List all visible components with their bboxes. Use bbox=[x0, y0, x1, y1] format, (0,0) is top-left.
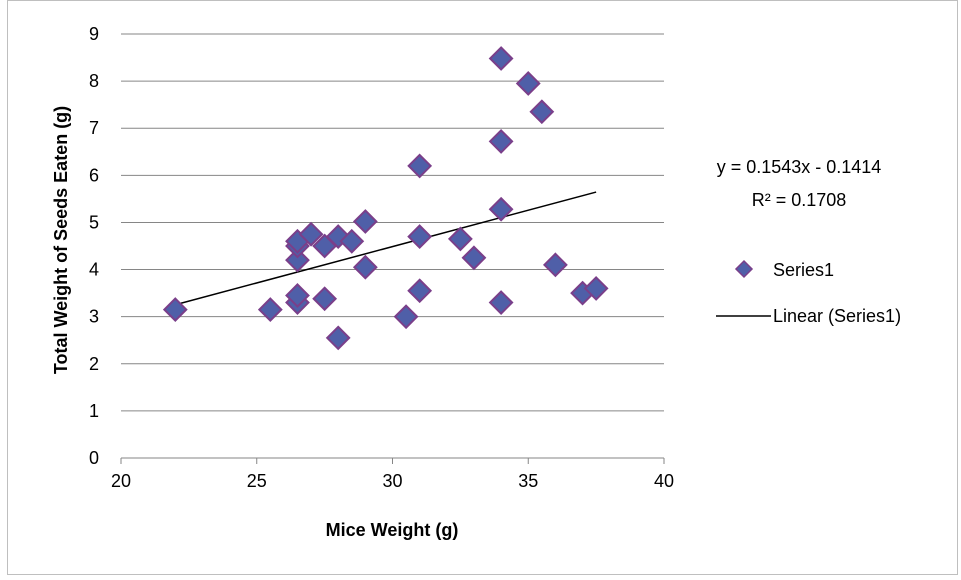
data-point bbox=[529, 99, 555, 125]
x-tick-label: 30 bbox=[382, 471, 402, 491]
data-point bbox=[285, 283, 310, 308]
y-tick-label: 2 bbox=[89, 354, 99, 374]
y-axis-title: Total Weight of Seeds Eaten (g) bbox=[51, 106, 71, 374]
trendline-r-squared: R² = 0.1708 bbox=[752, 190, 847, 210]
legend-label-trendline: Linear (Series1) bbox=[773, 306, 901, 326]
data-point bbox=[488, 196, 514, 222]
data-point bbox=[488, 46, 514, 71]
data-point bbox=[339, 228, 365, 254]
y-tick-label: 0 bbox=[89, 448, 99, 468]
x-axis-ticks: 20 25 30 35 40 bbox=[111, 458, 674, 491]
data-points bbox=[162, 46, 609, 351]
y-tick-label: 4 bbox=[89, 260, 99, 280]
data-point bbox=[583, 275, 609, 301]
data-point bbox=[352, 254, 378, 280]
y-tick-label: 7 bbox=[89, 118, 99, 138]
legend-label-series1: Series1 bbox=[773, 260, 834, 280]
y-tick-label: 5 bbox=[89, 212, 99, 232]
y-tick-label: 8 bbox=[89, 71, 99, 91]
legend: Series1 Linear (Series1) bbox=[716, 259, 901, 326]
chart-area bbox=[7, 0, 958, 575]
y-tick-label: 6 bbox=[89, 165, 99, 185]
data-point bbox=[542, 252, 568, 278]
x-tick-label: 40 bbox=[654, 471, 674, 491]
data-point bbox=[312, 286, 338, 312]
x-tick-label: 25 bbox=[247, 471, 267, 491]
x-tick-label: 20 bbox=[111, 471, 131, 491]
x-axis-title: Mice Weight (g) bbox=[326, 520, 459, 540]
x-tick-label: 35 bbox=[518, 471, 538, 491]
data-point bbox=[325, 325, 351, 351]
y-tick-label: 3 bbox=[89, 307, 99, 327]
data-point bbox=[407, 224, 433, 249]
data-point bbox=[461, 245, 487, 271]
data-point bbox=[257, 297, 283, 323]
trendline-equation: y = 0.1543x - 0.1414 bbox=[717, 157, 882, 177]
legend-marker-series1 bbox=[734, 259, 754, 279]
data-point bbox=[285, 247, 310, 273]
data-point bbox=[162, 297, 188, 323]
data-point bbox=[407, 153, 433, 179]
data-point bbox=[407, 278, 433, 304]
data-point bbox=[488, 290, 514, 315]
data-point bbox=[352, 209, 378, 234]
trendline bbox=[175, 191, 597, 306]
y-tick-label: 1 bbox=[89, 401, 99, 421]
trendline-group bbox=[175, 191, 597, 306]
data-point bbox=[488, 128, 514, 154]
y-tick-label: 9 bbox=[89, 24, 99, 44]
data-point bbox=[515, 71, 541, 96]
data-point bbox=[393, 304, 419, 330]
data-point bbox=[447, 226, 473, 252]
data-point bbox=[298, 221, 324, 247]
y-axis-ticks: 0 1 2 3 4 5 6 7 8 9 bbox=[89, 24, 99, 468]
